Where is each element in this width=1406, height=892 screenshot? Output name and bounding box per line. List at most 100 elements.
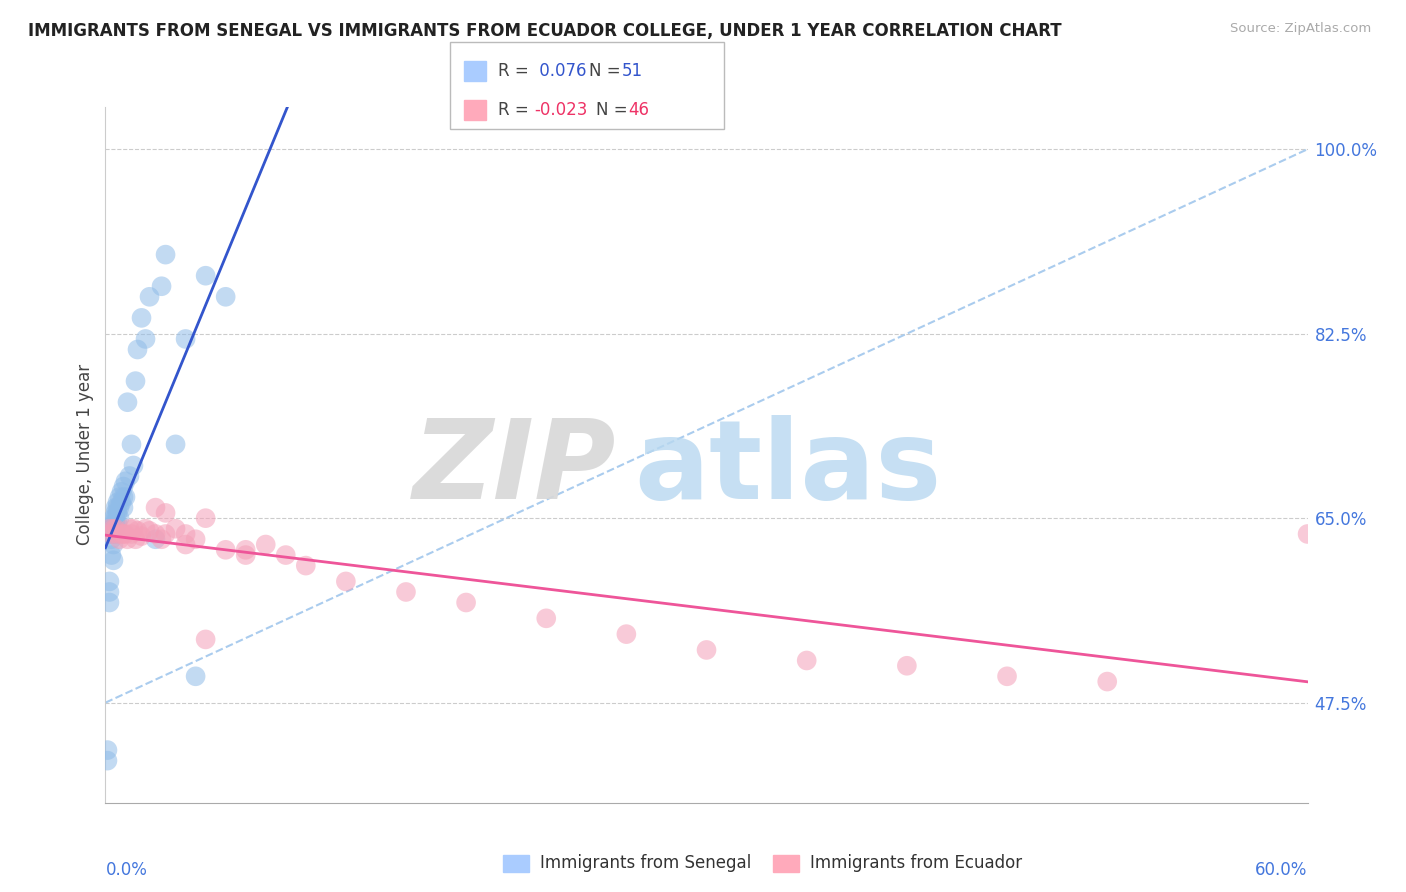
Point <box>100 522 122 536</box>
Text: ZIP: ZIP <box>413 416 616 523</box>
Point <box>104 506 127 520</box>
Point <box>454 595 477 609</box>
Point <box>104 500 127 515</box>
Text: 46: 46 <box>628 101 650 120</box>
Point <box>98 574 121 589</box>
Point <box>122 458 145 473</box>
Text: N =: N = <box>589 62 620 79</box>
Point <box>108 511 131 525</box>
Point <box>145 500 167 515</box>
Point <box>174 537 197 551</box>
Point <box>1097 674 1119 689</box>
Point <box>104 522 127 536</box>
Point <box>98 522 121 536</box>
Point <box>335 574 357 589</box>
Text: Immigrants from Senegal: Immigrants from Senegal <box>540 855 751 872</box>
Point <box>103 522 125 536</box>
Point <box>696 643 718 657</box>
Point <box>995 669 1018 683</box>
Point <box>107 500 129 515</box>
Point <box>138 290 160 304</box>
Point <box>103 553 125 567</box>
Point <box>103 527 125 541</box>
Point <box>127 343 149 357</box>
Point <box>194 268 217 283</box>
Point <box>98 595 121 609</box>
Point <box>110 484 132 499</box>
Point <box>100 533 122 547</box>
Point <box>235 542 257 557</box>
Point <box>104 516 127 531</box>
Point <box>395 585 418 599</box>
Text: N =: N = <box>596 101 627 120</box>
Point <box>98 585 121 599</box>
Point <box>295 558 318 573</box>
Point <box>131 529 153 543</box>
Text: -0.023: -0.023 <box>534 101 588 120</box>
Point <box>107 495 129 509</box>
Point <box>117 533 139 547</box>
Point <box>110 527 132 541</box>
Point <box>214 542 236 557</box>
Text: 0.0%: 0.0% <box>105 861 148 879</box>
Point <box>150 279 173 293</box>
Point <box>174 527 197 541</box>
Point <box>155 527 177 541</box>
Point <box>96 754 118 768</box>
Point <box>165 437 187 451</box>
Point <box>127 524 149 538</box>
Y-axis label: College, Under 1 year: College, Under 1 year <box>76 364 94 546</box>
Point <box>194 511 217 525</box>
Point <box>235 548 257 562</box>
Point <box>118 469 141 483</box>
Point <box>135 522 157 536</box>
Point <box>534 611 557 625</box>
Text: atlas: atlas <box>634 416 942 523</box>
Text: 0.076: 0.076 <box>534 62 586 79</box>
Point <box>114 475 136 489</box>
Point <box>114 490 136 504</box>
Point <box>214 290 236 304</box>
Point <box>108 533 131 547</box>
Point <box>274 548 297 562</box>
Point <box>165 522 187 536</box>
Point <box>174 332 197 346</box>
Point <box>112 479 135 493</box>
Point <box>1296 527 1319 541</box>
Text: 60.0%: 60.0% <box>1256 861 1308 879</box>
Point <box>100 527 122 541</box>
Point <box>96 743 118 757</box>
Point <box>112 490 135 504</box>
Point <box>121 437 143 451</box>
Point <box>108 500 131 515</box>
Point <box>135 332 157 346</box>
Point <box>122 522 145 536</box>
Point <box>254 537 277 551</box>
Point <box>100 527 122 541</box>
Point <box>155 247 177 261</box>
Text: R =: R = <box>498 101 529 120</box>
Point <box>110 495 132 509</box>
Point <box>124 533 146 547</box>
Point <box>104 511 127 525</box>
Point <box>118 522 141 536</box>
Point <box>121 527 143 541</box>
Point <box>103 516 125 531</box>
Point <box>896 658 918 673</box>
Point <box>184 669 207 683</box>
Point <box>131 310 153 325</box>
Point <box>104 527 127 541</box>
Point <box>107 516 129 531</box>
Point <box>100 548 122 562</box>
Point <box>103 537 125 551</box>
Text: Immigrants from Ecuador: Immigrants from Ecuador <box>810 855 1022 872</box>
Point <box>796 653 818 667</box>
Text: Source: ZipAtlas.com: Source: ZipAtlas.com <box>1230 22 1371 36</box>
Text: 51: 51 <box>621 62 643 79</box>
Text: IMMIGRANTS FROM SENEGAL VS IMMIGRANTS FROM ECUADOR COLLEGE, UNDER 1 YEAR CORRELA: IMMIGRANTS FROM SENEGAL VS IMMIGRANTS FR… <box>28 22 1062 40</box>
Text: R =: R = <box>498 62 529 79</box>
Point <box>124 374 146 388</box>
Point <box>112 500 135 515</box>
Point <box>108 490 131 504</box>
Point <box>194 632 217 647</box>
